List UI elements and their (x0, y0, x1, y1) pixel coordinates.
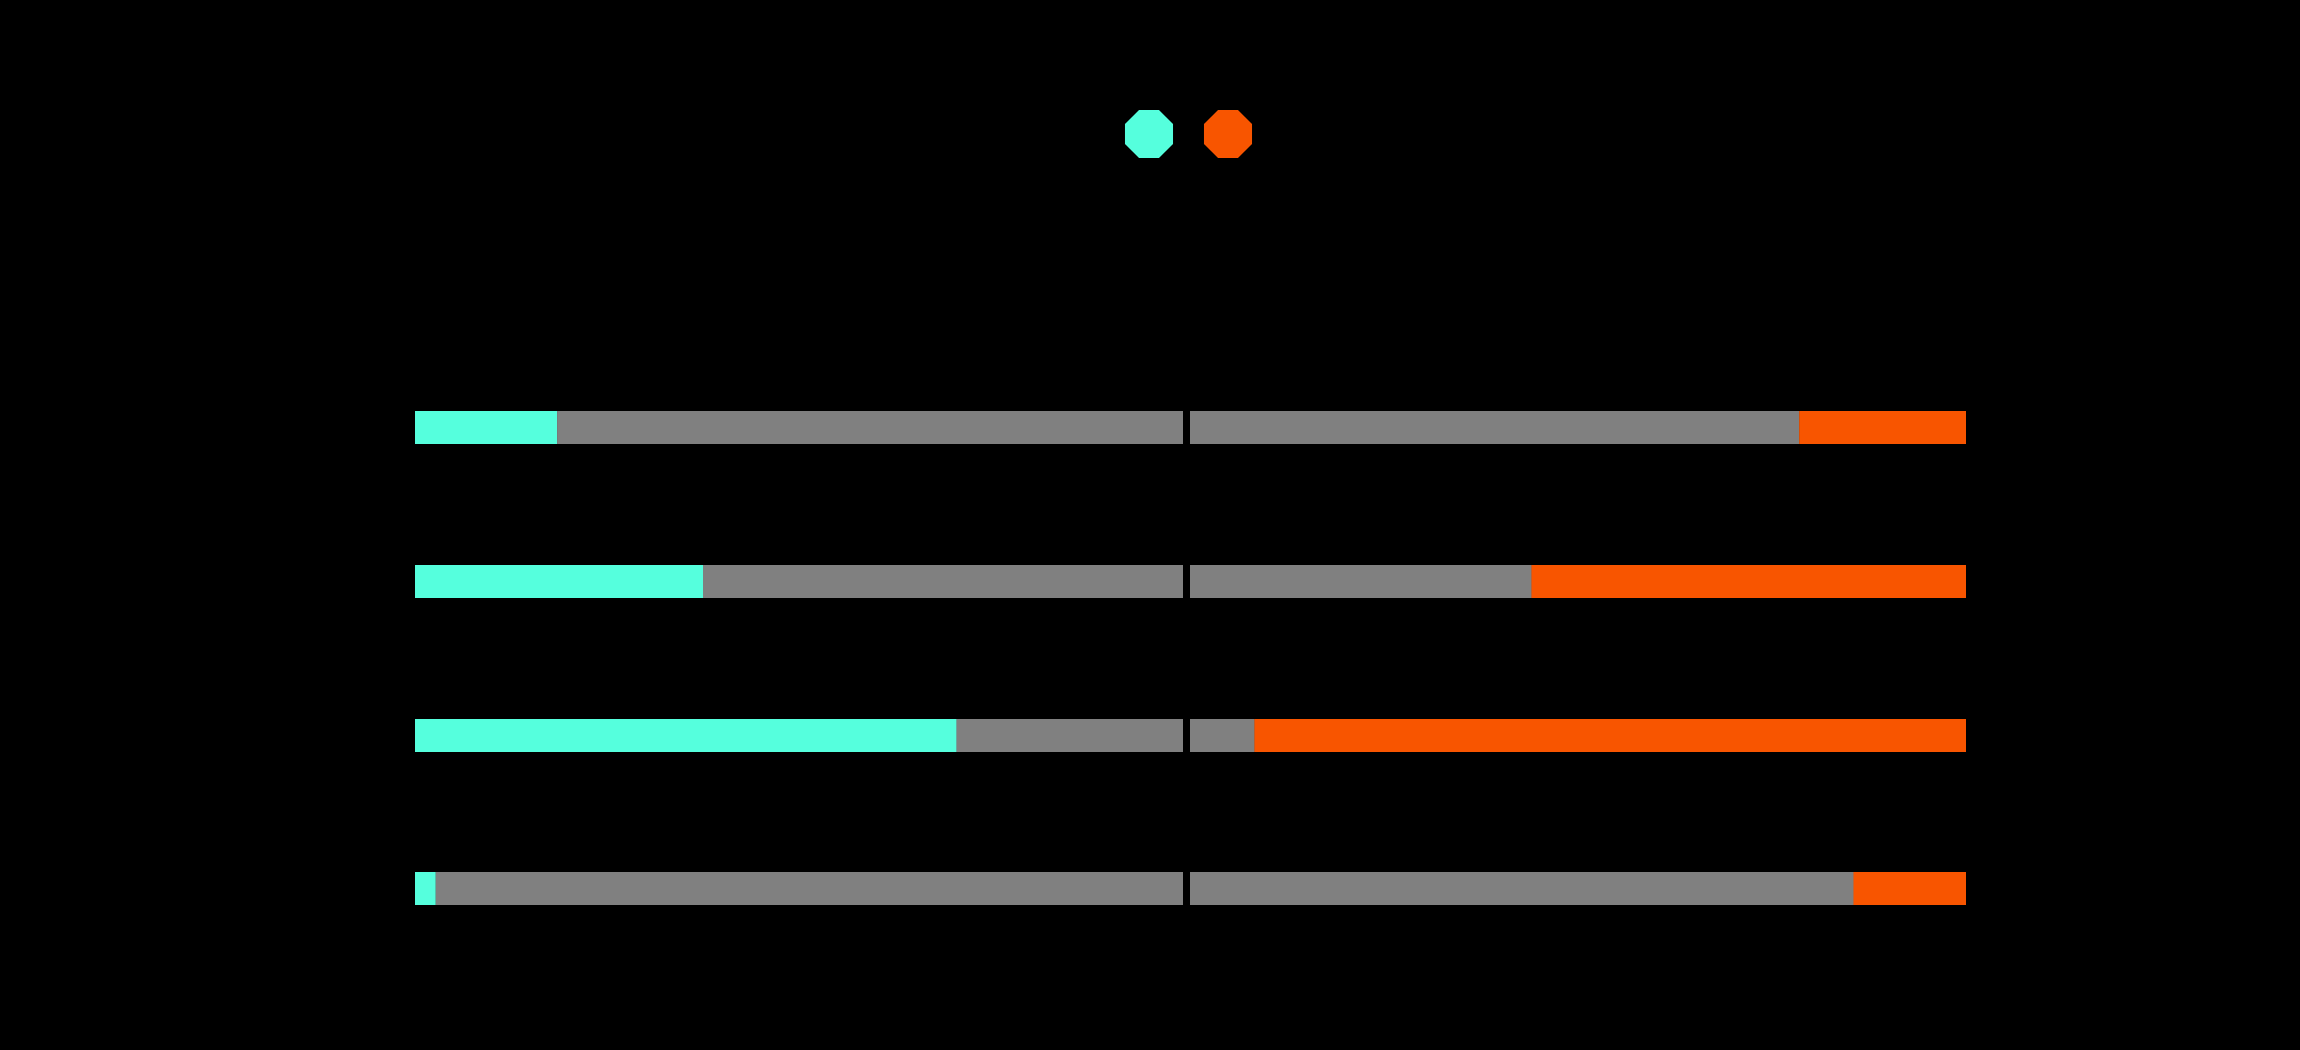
bar-left-row-2 (415, 565, 703, 598)
bar-right-row-3 (1254, 719, 1966, 752)
bar-left-row-4 (415, 872, 436, 905)
bar-right-remainder-row-3 (1190, 719, 1255, 752)
bar-right-row-2 (1531, 565, 1966, 598)
bars-group (415, 411, 1966, 905)
bar-right-remainder-row-4 (1190, 872, 1854, 905)
bar-right-remainder-row-1 (1190, 411, 1800, 444)
bar-left-row-3 (415, 719, 957, 752)
bar-right-row-4 (1853, 872, 1966, 905)
bar-left-remainder-row-3 (956, 719, 1183, 752)
bar-left-remainder-row-1 (557, 411, 1183, 444)
bar-left-remainder-row-2 (703, 565, 1183, 598)
legend-marker-2 (1203, 109, 1253, 159)
legend-marker-1 (1124, 109, 1174, 159)
bar-right-row-1 (1799, 411, 1966, 444)
legend (1124, 109, 1253, 159)
bar-left-row-1 (415, 411, 558, 444)
bar-right-remainder-row-2 (1190, 565, 1532, 598)
bar-left-remainder-row-4 (435, 872, 1184, 905)
